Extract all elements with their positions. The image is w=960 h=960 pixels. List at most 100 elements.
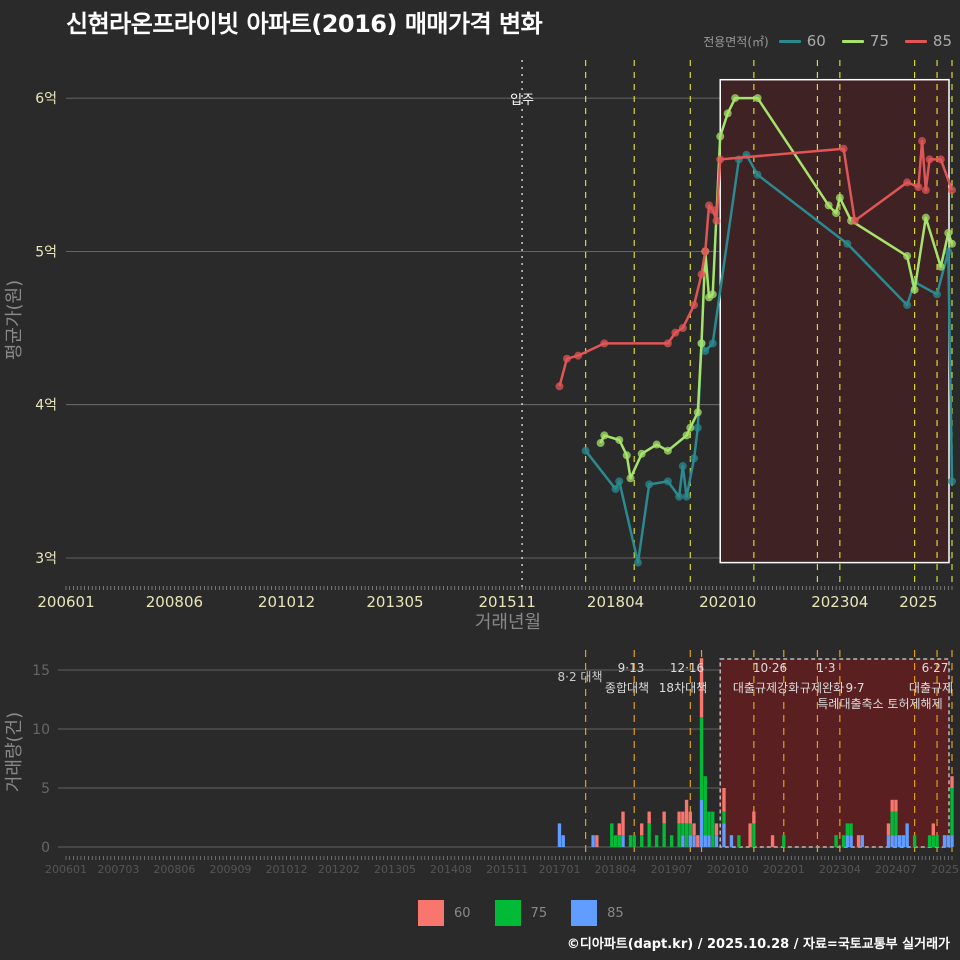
- bar-x-tick-label: 202304: [819, 863, 861, 876]
- data-point: [835, 193, 844, 202]
- bar-segment-60: [647, 811, 651, 824]
- bar-segment-75: [640, 835, 644, 847]
- bar-segment-75: [711, 811, 715, 847]
- bar-segment-75: [935, 835, 939, 847]
- bar-segment-75: [782, 835, 786, 847]
- data-point: [731, 94, 740, 103]
- bar-segment-75: [610, 823, 614, 847]
- bar-segment-75: [654, 835, 659, 847]
- bar-segment-60: [699, 658, 704, 718]
- bar-segment-75: [834, 835, 838, 847]
- data-point: [697, 270, 706, 279]
- bar-segment-85: [707, 835, 711, 847]
- bar-x-tick-label: 201305: [374, 863, 416, 876]
- bar-segment-85: [894, 835, 898, 847]
- bar-y-tick-label: 0: [41, 840, 50, 856]
- data-point: [843, 239, 852, 248]
- bar-segment-75: [841, 835, 846, 847]
- bar-x-tick-label: 201511: [486, 863, 528, 876]
- bar-segment-85: [942, 835, 947, 847]
- data-point: [652, 440, 661, 449]
- legend-item-60: 60: [806, 32, 826, 50]
- bar-segment-60: [722, 788, 726, 812]
- bar-segment-75: [677, 823, 681, 847]
- bar-segment-85: [849, 835, 853, 847]
- data-point: [850, 216, 859, 225]
- data-point: [690, 454, 699, 463]
- data-point: [921, 186, 930, 195]
- y-tick-label: 5억: [35, 244, 57, 260]
- bar-segment-60: [770, 835, 775, 847]
- legend-swatch-75: [841, 39, 864, 43]
- data-point: [936, 155, 945, 164]
- data-point: [693, 423, 702, 432]
- data-point: [663, 477, 672, 486]
- move-in-label: 입주: [510, 93, 534, 108]
- y-tick-label: 3억: [35, 551, 57, 567]
- policy-annotation-label: 규제완화: [800, 681, 844, 695]
- bar-segment-85: [890, 835, 894, 847]
- policy-annotation-label: 종합대책: [605, 680, 649, 695]
- policy-annotation: 8·2 대책: [558, 669, 603, 684]
- data-point: [910, 285, 919, 294]
- x-tick-label: 201511: [478, 593, 535, 611]
- policy-annotation-date: 1·3: [816, 661, 835, 675]
- data-point: [615, 477, 624, 486]
- data-point: [678, 324, 687, 333]
- bar-segment-85: [901, 835, 906, 847]
- x-tick-label: 200601: [37, 593, 94, 611]
- data-point: [611, 485, 620, 494]
- bar-x-tick-label: 201012: [266, 863, 308, 876]
- bar-segment-60: [677, 811, 681, 824]
- bar-segment-85: [703, 835, 707, 847]
- data-point: [637, 449, 646, 458]
- x-tick-label: 201305: [366, 593, 423, 611]
- bar-segment-60: [714, 823, 719, 836]
- x-tick-label: 201804: [587, 593, 644, 611]
- data-point: [600, 339, 609, 348]
- bar-segment-85: [699, 799, 704, 847]
- policy-annotation-label: 대출규제강화: [733, 681, 799, 695]
- bar-segment-75: [669, 835, 674, 847]
- bar-x-tick-label: 201907: [651, 863, 693, 876]
- data-point: [615, 435, 624, 444]
- data-point: [712, 216, 721, 225]
- bar-segment-85: [557, 823, 562, 847]
- bar-segment-75: [662, 823, 666, 847]
- bar-segment-85: [845, 835, 850, 847]
- bar-legend: 60 75 85: [418, 900, 638, 926]
- data-point: [903, 178, 912, 187]
- bar-segment-60: [662, 811, 666, 824]
- policy-annotation-date: 6·27: [922, 661, 949, 675]
- bar-segment-85: [681, 835, 685, 847]
- bar-segment-75: [931, 835, 935, 847]
- data-point: [753, 94, 762, 103]
- bar-segment-75: [927, 835, 932, 847]
- data-point: [723, 109, 732, 118]
- bar-segment-75: [632, 835, 636, 847]
- data-point: [663, 339, 672, 348]
- bar-segment-85: [897, 835, 902, 847]
- bar-segment-75: [617, 835, 621, 847]
- data-point: [678, 462, 687, 471]
- data-point: [645, 480, 654, 489]
- data-point: [686, 423, 695, 432]
- bar-segment-85: [946, 835, 950, 847]
- data-point: [682, 431, 691, 440]
- bar-segment-85: [886, 835, 891, 847]
- bar-segment-75: [681, 823, 685, 836]
- data-point: [690, 301, 699, 310]
- legend-swatch-60: [778, 39, 801, 43]
- bar-x-tick-label: 201804: [595, 863, 637, 876]
- bar-segment-60: [931, 823, 935, 836]
- data-point: [633, 558, 642, 567]
- bar-segment-75: [647, 823, 651, 847]
- bar-segment-60: [752, 811, 756, 824]
- data-point: [903, 251, 912, 260]
- bar-segment-85: [591, 835, 595, 847]
- data-point: [701, 347, 710, 356]
- bar-segment-60: [621, 811, 625, 836]
- data-point: [839, 144, 848, 153]
- data-point: [925, 155, 934, 164]
- bar-segment-75: [688, 823, 692, 836]
